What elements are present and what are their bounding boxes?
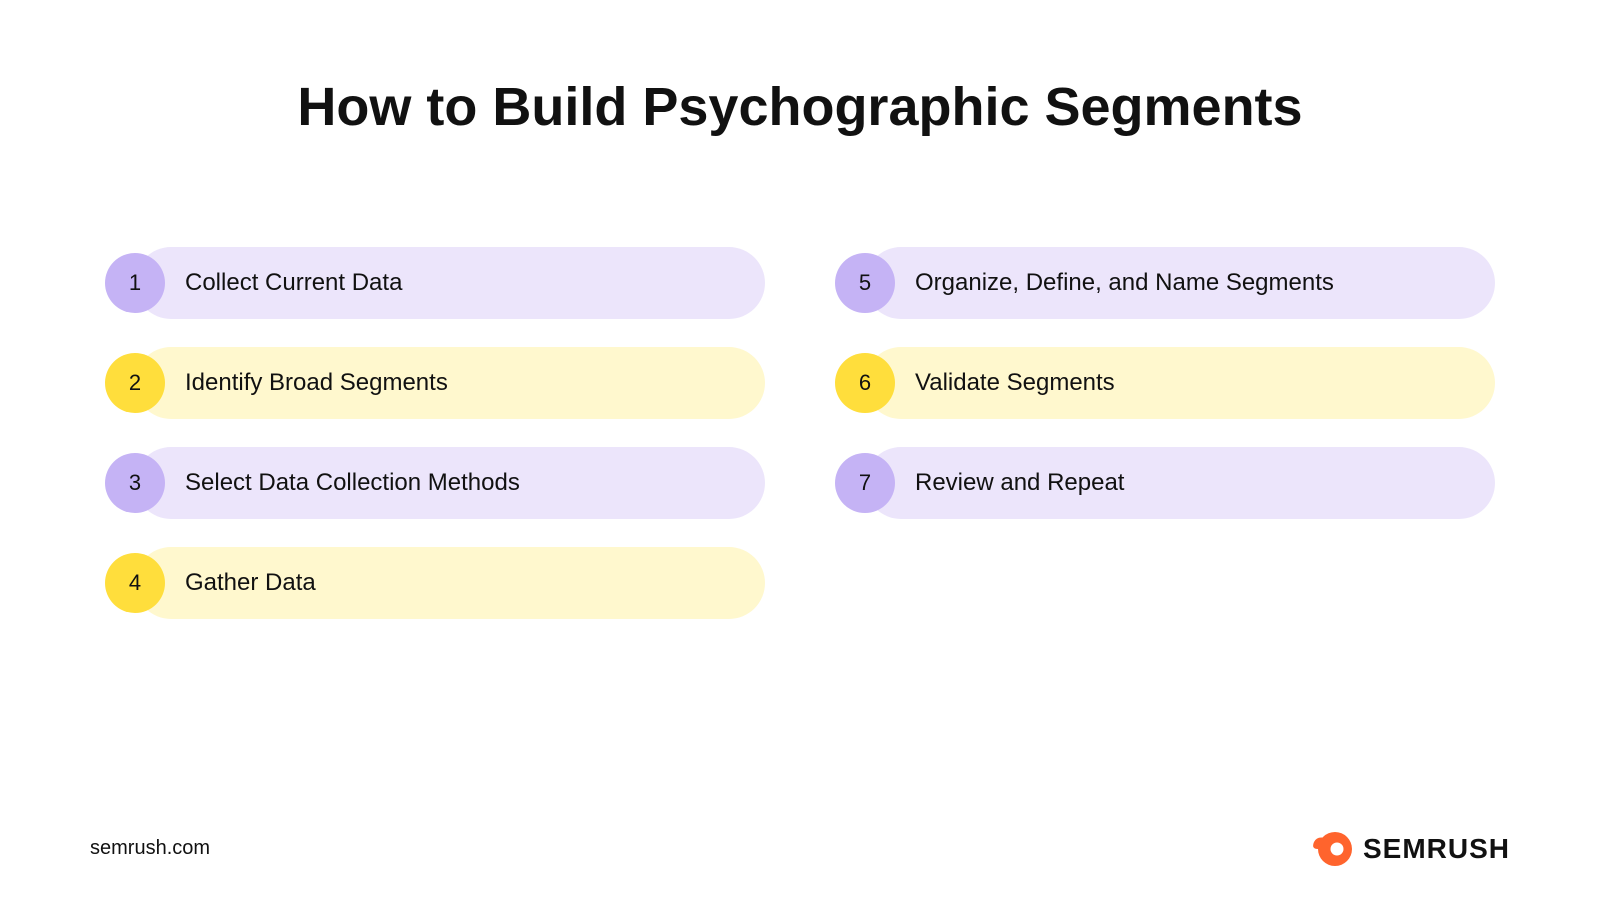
step-label-pill: Review and Repeat xyxy=(865,447,1495,519)
step-row: 6Validate Segments xyxy=(835,347,1495,419)
step-row: 5Organize, Define, and Name Segments xyxy=(835,247,1495,319)
semrush-fire-icon xyxy=(1311,828,1353,870)
step-number-badge: 7 xyxy=(835,453,895,513)
step-number-badge: 1 xyxy=(105,253,165,313)
footer-url: semrush.com xyxy=(90,837,210,860)
step-number-badge: 3 xyxy=(105,453,165,513)
steps-column-left: 1Collect Current Data 2Identify Broad Seg… xyxy=(105,247,765,619)
step-number-badge: 6 xyxy=(835,353,895,413)
step-row: 7Review and Repeat xyxy=(835,447,1495,519)
page-title: How to Build Psychographic Segments xyxy=(0,78,1600,137)
step-row: 4Gather Data xyxy=(105,547,765,619)
steps-column-right: 5Organize, Define, and Name Segments 6Val… xyxy=(835,247,1495,619)
brand-logo: SEMRUSH xyxy=(1311,828,1510,870)
step-label-pill: Validate Segments xyxy=(865,347,1495,419)
step-number-badge: 5 xyxy=(835,253,895,313)
steps-columns: 1Collect Current Data 2Identify Broad Seg… xyxy=(0,247,1600,619)
step-label-pill: Select Data Collection Methods xyxy=(135,447,765,519)
brand-name: SEMRUSH xyxy=(1363,833,1510,865)
step-row: 3Select Data Collection Methods xyxy=(105,447,765,519)
step-number-badge: 2 xyxy=(105,353,165,413)
step-row: 2Identify Broad Segments xyxy=(105,347,765,419)
step-row: 1Collect Current Data xyxy=(105,247,765,319)
step-number-badge: 4 xyxy=(105,553,165,613)
step-label-pill: Identify Broad Segments xyxy=(135,347,765,419)
step-label-pill: Collect Current Data xyxy=(135,247,765,319)
step-label-pill: Organize, Define, and Name Segments xyxy=(865,247,1495,319)
step-label-pill: Gather Data xyxy=(135,547,765,619)
